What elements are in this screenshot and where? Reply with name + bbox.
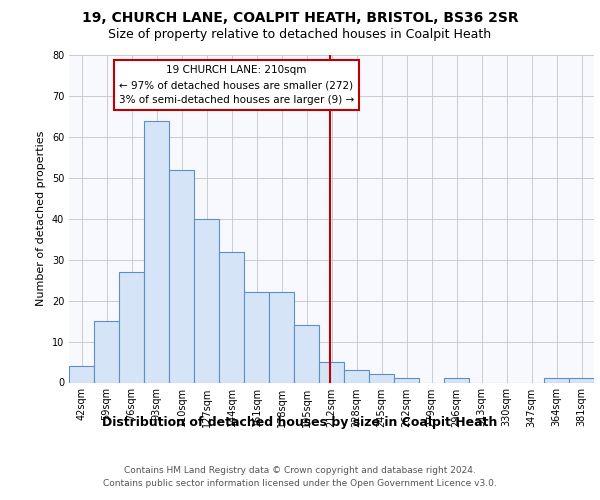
Bar — [344, 370, 369, 382]
Bar — [94, 321, 119, 382]
Bar — [144, 120, 169, 382]
Text: 19, CHURCH LANE, COALPIT HEATH, BRISTOL, BS36 2SR: 19, CHURCH LANE, COALPIT HEATH, BRISTOL,… — [82, 11, 518, 25]
Bar — [219, 252, 244, 382]
Bar — [244, 292, 269, 382]
Bar — [269, 292, 294, 382]
Bar — [119, 272, 144, 382]
Bar — [319, 362, 344, 382]
Text: 19 CHURCH LANE: 210sqm
← 97% of detached houses are smaller (272)
3% of semi-det: 19 CHURCH LANE: 210sqm ← 97% of detached… — [119, 65, 354, 105]
Bar — [169, 170, 194, 382]
Text: Distribution of detached houses by size in Coalpit Heath: Distribution of detached houses by size … — [103, 416, 497, 429]
Bar — [394, 378, 419, 382]
Bar — [69, 366, 94, 382]
Bar — [194, 219, 219, 382]
Y-axis label: Number of detached properties: Number of detached properties — [36, 131, 46, 306]
Bar — [369, 374, 394, 382]
Text: Contains HM Land Registry data © Crown copyright and database right 2024.
Contai: Contains HM Land Registry data © Crown c… — [103, 466, 497, 487]
Bar — [544, 378, 569, 382]
Bar — [444, 378, 469, 382]
Text: Size of property relative to detached houses in Coalpit Heath: Size of property relative to detached ho… — [109, 28, 491, 41]
Bar — [569, 378, 594, 382]
Bar — [294, 325, 319, 382]
